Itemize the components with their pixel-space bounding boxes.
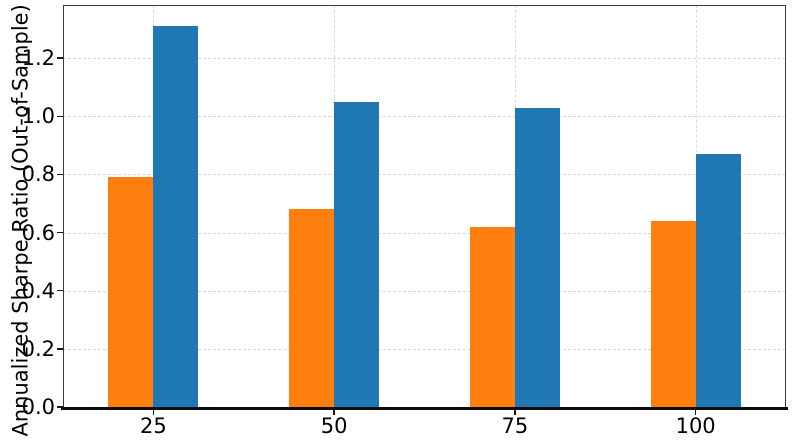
y-tick-mark: [57, 231, 63, 234]
horizontal-gridline: [63, 290, 786, 292]
y-tick-mark: [57, 289, 63, 292]
orange-series-bar: [108, 177, 154, 407]
x-tick-mark: [514, 409, 516, 415]
y-tick-mark: [57, 348, 63, 350]
y-tick-label: 0.6: [21, 220, 55, 245]
horizontal-gridline: [63, 232, 786, 234]
orange-series-bar: [469, 226, 515, 407]
bottom-spine: [61, 406, 788, 410]
horizontal-gridline: [63, 58, 786, 60]
y-tick-label: 0.2: [21, 336, 55, 361]
x-tick-mark: [333, 409, 335, 415]
x-tick-mark: [152, 409, 155, 415]
y-tick-label: 0.8: [21, 162, 55, 187]
plot-area: [63, 5, 786, 407]
blue-series-bar: [334, 101, 380, 407]
blue-series-bar: [514, 107, 560, 407]
x-tick-mark: [694, 409, 697, 415]
x-tick-label: 25: [140, 414, 167, 438]
horizontal-gridline: [63, 116, 786, 118]
x-tick-label: 100: [675, 414, 716, 438]
x-tick-label: 50: [320, 414, 348, 438]
blue-series-bar: [153, 26, 199, 407]
horizontal-gridline: [63, 348, 786, 350]
y-tick-mark: [57, 57, 63, 59]
y-tick-label: 0.4: [21, 278, 55, 303]
orange-series-bar: [650, 220, 696, 407]
x-tick-label: 75: [501, 414, 529, 438]
y-tick-label: 1.2: [21, 46, 55, 71]
blue-series-bar: [695, 154, 741, 407]
y-tick-label: 1.0: [21, 104, 55, 129]
orange-series-bar: [289, 209, 335, 407]
y-tick-label: 0.0: [21, 395, 55, 419]
y-tick-mark: [57, 173, 63, 176]
y-tick-mark: [57, 406, 63, 408]
left-spine: [63, 5, 65, 408]
y-tick-mark: [57, 115, 63, 118]
top-spine: [63, 5, 786, 7]
horizontal-gridline: [63, 174, 786, 176]
right-spine: [784, 5, 787, 408]
